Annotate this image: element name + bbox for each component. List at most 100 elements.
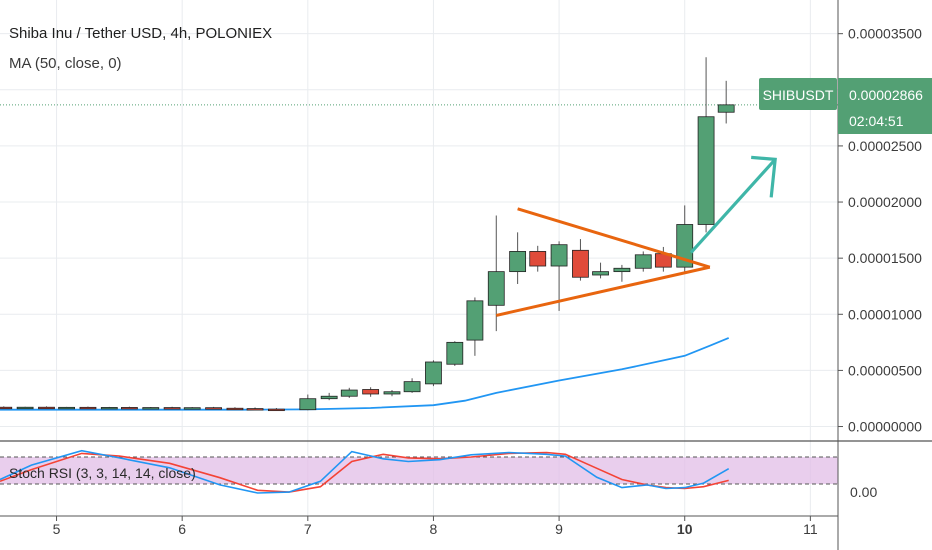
candle-body (163, 407, 181, 410)
candle-body (38, 406, 55, 410)
candle-body (320, 395, 338, 400)
y-tick-label-2: 0.00002500 (848, 138, 922, 154)
candle-25 (529, 245, 547, 272)
grid (0, 0, 838, 516)
candle-22 (466, 297, 484, 356)
candle-33 (697, 57, 715, 233)
candle-13 (268, 408, 285, 412)
candle-body (403, 381, 421, 393)
candle-5 (100, 406, 118, 410)
candle-body (16, 406, 34, 410)
candle-8 (163, 406, 181, 410)
symbol-label: SHIBUSDT (763, 87, 834, 103)
candle-body (340, 389, 358, 397)
price-tag: SHIBUSDT 0.00002866 02:04:51 (759, 78, 932, 134)
x-tick-label-5: 10 (677, 521, 693, 537)
candle-body (634, 254, 652, 269)
candle-body (383, 391, 401, 395)
candle-3 (58, 406, 75, 410)
x-tick-label-1: 6 (178, 521, 186, 537)
candle-16 (340, 387, 358, 398)
candle-19 (403, 378, 421, 393)
candle-15 (320, 392, 338, 401)
candle-body (58, 406, 75, 410)
y-tick-label-7: 0.00000000 (848, 419, 922, 435)
candle-body (717, 104, 735, 113)
candle-28 (592, 262, 609, 279)
candle-body (299, 398, 317, 411)
candle-17 (362, 387, 380, 397)
x-tick-label-0: 5 (53, 521, 61, 537)
y-tick-label-3: 0.00002000 (848, 194, 922, 210)
y-tick-label-0: 0.00003500 (848, 26, 922, 42)
candle-9 (183, 407, 201, 410)
triangle-lower-line (495, 265, 711, 317)
y-tick-label-5: 0.00001000 (848, 306, 922, 322)
candle-18 (383, 390, 401, 397)
last-price-tag (838, 78, 932, 134)
countdown-label: 02:04:51 (849, 113, 904, 129)
candle-body (676, 224, 694, 268)
candle-body (487, 271, 505, 306)
candle-body (246, 408, 264, 411)
stoch-zero-label: 0.00 (850, 484, 877, 500)
candle-1 (16, 406, 34, 410)
x-tick-label-3: 8 (430, 521, 438, 537)
candle-6 (121, 406, 138, 410)
annotations (495, 155, 777, 317)
candle-body (205, 407, 222, 410)
candlestick-series (0, 57, 735, 412)
candle-body (226, 407, 244, 411)
candle-body (446, 341, 464, 365)
candle-29 (613, 264, 631, 282)
triangle-upper-line (517, 207, 711, 269)
y-tick-label-6: 0.00000500 (848, 362, 922, 378)
x-tick-label-6: 11 (803, 521, 818, 537)
candle-body (362, 389, 380, 395)
stoch-rsi-label: Stoch RSI (3, 3, 14, 14, close) (9, 465, 196, 481)
x-tick-label-2: 7 (304, 521, 312, 537)
moving-average (0, 337, 730, 411)
arrow-head (751, 155, 777, 198)
indicator-label: MA (50, close, 0) (9, 55, 122, 72)
candle-7 (142, 407, 160, 410)
candle-body (466, 300, 484, 341)
candle-11 (226, 407, 244, 411)
candle-body (697, 116, 715, 225)
candle-body (592, 271, 609, 276)
candle-21 (446, 341, 464, 366)
candle-body (425, 361, 442, 385)
candle-body (121, 407, 138, 410)
candle-body (268, 408, 285, 412)
candle-body (79, 406, 97, 410)
candle-14 (299, 394, 317, 411)
x-tick-label-4: 9 (555, 521, 563, 537)
candle-body (142, 407, 160, 410)
last-price-label: 0.00002866 (849, 87, 923, 103)
candle-body (529, 251, 547, 267)
chart-title: Shiba Inu / Tether USD, 4h, POLONIEX (9, 25, 272, 42)
candle-2 (38, 406, 55, 410)
arrow-shaft (689, 158, 777, 254)
candle-body (550, 244, 568, 267)
ma-line (0, 337, 730, 411)
candle-24 (509, 232, 527, 284)
candle-26 (550, 241, 568, 311)
candle-10 (205, 406, 222, 410)
candle-body (0, 406, 13, 410)
candle-4 (79, 406, 97, 410)
candle-30 (634, 251, 652, 272)
candle-12 (246, 407, 264, 411)
candle-27 (572, 239, 589, 281)
candle-body (509, 251, 527, 273)
stoch-k-line (0, 449, 730, 494)
candle-20 (425, 360, 442, 387)
candle-body (183, 407, 201, 410)
candle-body (613, 267, 631, 273)
candle-body (100, 407, 118, 410)
y-tick-label-4: 0.00001500 (848, 250, 922, 266)
candle-23 (487, 215, 505, 332)
stoch-rsi-lines (0, 449, 730, 494)
